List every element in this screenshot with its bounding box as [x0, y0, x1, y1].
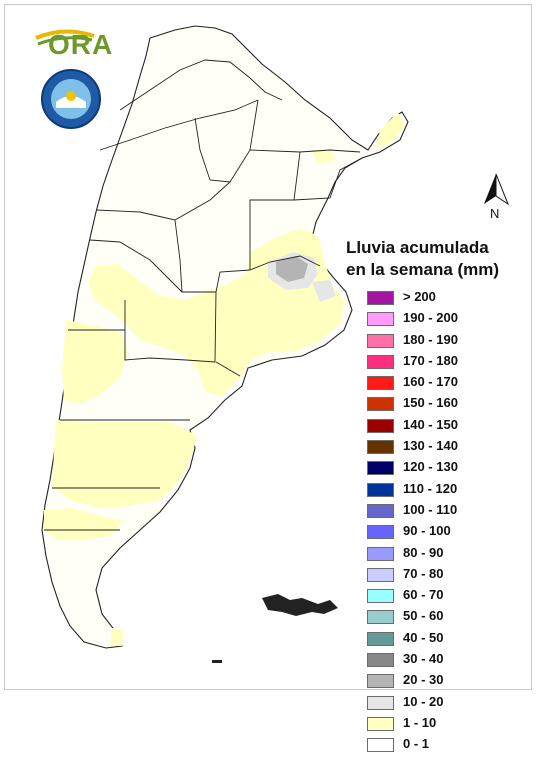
legend-swatch	[367, 397, 394, 412]
legend-label: 120 - 130	[403, 459, 458, 475]
legend-label: 180 - 190	[403, 331, 458, 347]
rain-area-north-east	[376, 112, 405, 148]
legend-swatch	[367, 716, 394, 731]
legend-label: 100 - 110	[403, 501, 458, 517]
legend-item: 80 - 90	[367, 544, 517, 565]
rain-10-30-areas	[268, 252, 336, 302]
legend-swatch	[367, 525, 394, 540]
province-borders	[44, 59, 363, 531]
legend-label: 170 - 180	[403, 352, 458, 368]
rain-area-tierra-del-fuego	[110, 628, 124, 646]
malvinas-islands	[212, 594, 338, 663]
legend-item: 120 - 130	[367, 458, 517, 479]
legend-swatch	[367, 312, 394, 327]
legend-item: 0 - 1	[367, 735, 517, 756]
argentina-rainfall-map	[41, 25, 409, 663]
legend-item: 180 - 190	[367, 331, 517, 352]
legend-title-line-1: Lluvia acumulada	[346, 238, 489, 257]
legend-swatch	[367, 546, 394, 561]
legend-swatch	[367, 674, 394, 689]
legend-label: 0 - 1	[403, 736, 430, 752]
legend-label: 190 - 200	[403, 310, 458, 326]
legend-swatch	[367, 503, 394, 518]
legend-item: 20 - 30	[367, 671, 517, 692]
legend-item: 50 - 60	[367, 607, 517, 628]
legend-title-line-2: en la semana (mm)	[346, 260, 500, 279]
legend-swatch	[367, 738, 394, 753]
legend-item: 1 - 10	[367, 714, 517, 735]
legend-swatch	[367, 653, 394, 668]
legend-swatch	[367, 631, 394, 646]
legend-label: 20 - 30	[403, 672, 444, 688]
legend-swatch	[367, 482, 394, 497]
legend-item: 140 - 150	[367, 416, 517, 437]
legend-swatch	[367, 610, 394, 625]
legend-label: 60 - 70	[403, 587, 444, 603]
north-label: N	[490, 206, 500, 221]
legend-label: 110 - 120	[403, 480, 458, 496]
legend-label: 1 - 10	[403, 714, 437, 730]
legend-label: > 200	[403, 289, 436, 304]
north-arrow: N	[478, 172, 514, 222]
legend-title: Lluvia acumulada en la semana (mm)	[346, 237, 526, 281]
legend-swatch	[367, 418, 394, 433]
legend-label: 160 - 170	[403, 374, 458, 390]
legend-item: 60 - 70	[367, 586, 517, 607]
rain-area-misiones	[312, 148, 335, 164]
legend-item: 150 - 160	[367, 394, 517, 415]
legend-item: 70 - 80	[367, 565, 517, 586]
legend-label: 70 - 80	[403, 565, 444, 581]
legend-label: 130 - 140	[403, 438, 458, 454]
legend-label: 50 - 60	[403, 608, 444, 624]
rain-area-patagonia-central	[52, 420, 198, 508]
legend-label: 150 - 160	[403, 395, 458, 411]
legend-swatch	[367, 567, 394, 582]
rain-area-patagonia-north	[62, 320, 128, 404]
legend-item: 130 - 140	[367, 437, 517, 458]
legend-swatch	[367, 695, 394, 710]
legend-item: 40 - 50	[367, 629, 517, 650]
legend-swatch	[367, 440, 394, 455]
legend-item: 190 - 200	[367, 309, 517, 330]
ora-logo: ORA	[34, 26, 112, 62]
legend-item: 30 - 40	[367, 650, 517, 671]
legend-item: 110 - 120	[367, 480, 517, 501]
legend-swatch	[367, 376, 394, 391]
legend-label: 80 - 90	[403, 544, 444, 560]
legend-label: 90 - 100	[403, 523, 451, 539]
legend-item: 100 - 110	[367, 501, 517, 522]
legend-swatch	[367, 589, 394, 604]
legend-item: 160 - 170	[367, 373, 517, 394]
ora-logo-text: ORA	[48, 29, 114, 60]
smn-logo	[40, 68, 102, 130]
rain-area-10-20-coast	[312, 280, 336, 302]
legend-label: 140 - 150	[403, 416, 458, 432]
legend-item: 170 - 180	[367, 352, 517, 373]
rain-area-patagonia-south	[44, 508, 124, 540]
legend-item: > 200	[367, 288, 517, 309]
legend-label: 40 - 50	[403, 629, 444, 645]
legend-swatch	[367, 354, 394, 369]
legend-swatch	[367, 461, 394, 476]
legend-swatch	[367, 333, 394, 348]
legend: > 200 190 - 200 180 - 190 170 - 180 160 - 17…	[367, 288, 517, 757]
legend-label: 30 - 40	[403, 651, 444, 667]
legend-item: 90 - 100	[367, 522, 517, 543]
legend-swatch	[367, 291, 394, 305]
rain-area-20-30	[276, 256, 308, 282]
